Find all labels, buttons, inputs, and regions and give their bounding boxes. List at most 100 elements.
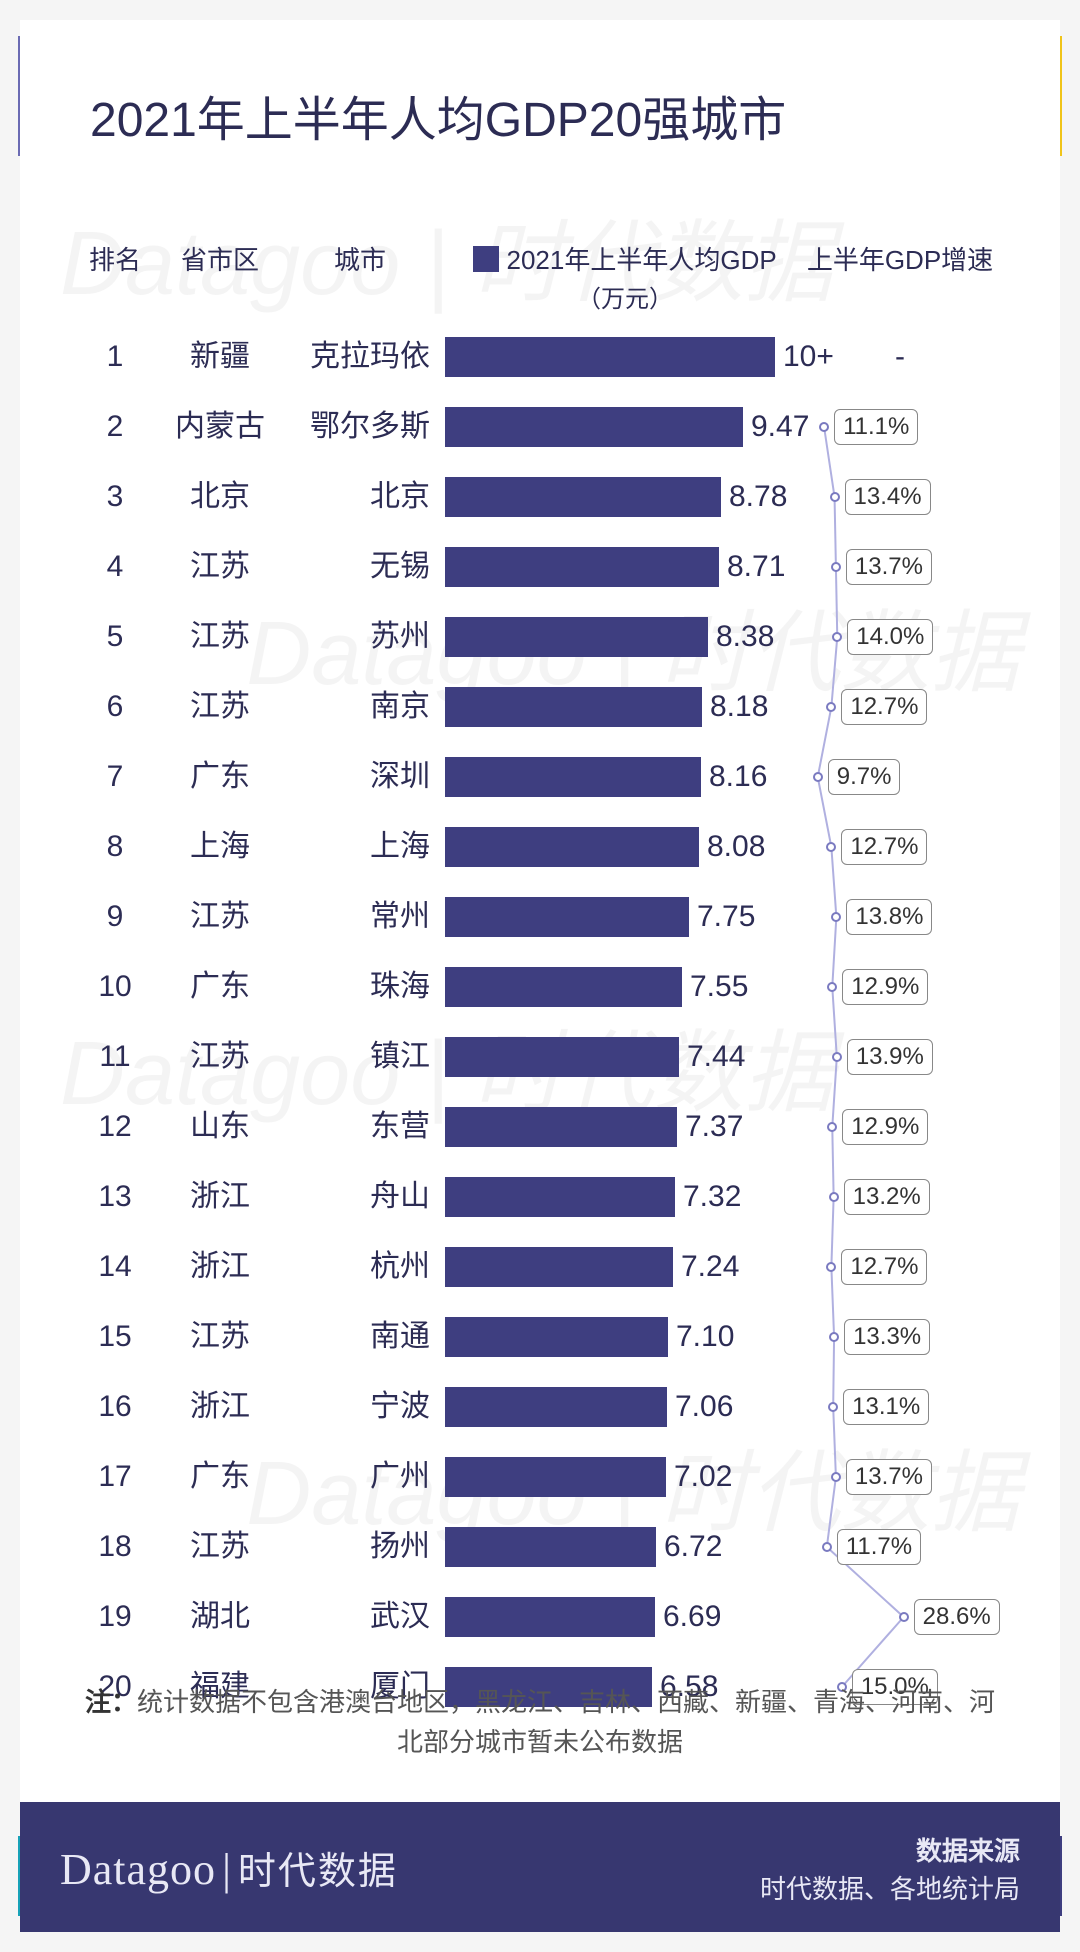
cell-city: 常州	[280, 885, 430, 949]
cell-city: 北京	[280, 465, 430, 529]
growth-pill: 13.7%	[846, 549, 932, 585]
growth-pill: 13.8%	[846, 899, 932, 935]
growth-pill: 11.7%	[837, 1529, 921, 1565]
growth-dot	[832, 632, 842, 642]
source-text: 时代数据、各地统计局	[760, 1870, 1020, 1908]
cell-rank: 12	[80, 1095, 150, 1159]
cell-growth: 28.6%	[800, 1585, 1000, 1649]
cell-province: 江苏	[160, 605, 280, 669]
table-row: 13浙江舟山7.3213.2%	[80, 1165, 1000, 1229]
gdp-value: 7.02	[666, 1445, 732, 1509]
table-row: 3北京北京8.7813.4%	[80, 465, 1000, 529]
cell-rank: 1	[80, 325, 150, 389]
table-row: 1新疆克拉玛依10+-	[80, 325, 1000, 389]
gdp-bar	[445, 1317, 668, 1357]
gdp-bar	[445, 547, 719, 587]
table-row: 10广东珠海7.5512.9%	[80, 955, 1000, 1019]
table-row: 18江苏扬州6.7211.7%	[80, 1515, 1000, 1579]
gdp-value: 8.38	[708, 605, 774, 669]
gdp-value: 8.18	[702, 675, 768, 739]
table-row: 11江苏镇江7.4413.9%	[80, 1025, 1000, 1089]
gdp-bar	[445, 617, 708, 657]
growth-pill: 13.7%	[846, 1459, 932, 1495]
table-row: 17广东广州 7.02 13.7%	[80, 1445, 1000, 1509]
gdp-value: 7.10	[668, 1305, 734, 1369]
gdp-bar	[445, 757, 701, 797]
brand-cn: 时代数据	[238, 1851, 398, 1893]
cell-rank: 13	[80, 1165, 150, 1229]
table-row: 7广东深圳8.169.7%	[80, 745, 1000, 809]
cell-province: 内蒙古	[160, 395, 280, 459]
growth-pill: 13.3%	[844, 1319, 930, 1355]
gdp-bar	[445, 337, 775, 377]
gdp-value: 7.44	[679, 1025, 745, 1089]
cell-province: 北京	[160, 465, 280, 529]
gdp-bar	[445, 1247, 673, 1287]
gdp-bar	[445, 1597, 655, 1637]
cell-province: 江苏	[160, 1515, 280, 1579]
cell-province: 广东	[160, 745, 280, 809]
cell-rank: 17	[80, 1445, 150, 1509]
header-city: 城市	[290, 240, 430, 277]
growth-pill: 12.7%	[841, 829, 927, 865]
cell-province: 广东	[160, 1445, 280, 1509]
table-row: 15江苏南通7.1013.3%	[80, 1305, 1000, 1369]
cell-rank: 16	[80, 1375, 150, 1439]
cell-city: 无锡	[280, 535, 430, 599]
gdp-value: 8.16	[701, 745, 767, 809]
growth-dot	[831, 1472, 841, 1482]
footnote-text: 统计数据不包含港澳台地区，黑龙江、吉林、西藏、新疆、青海、河南、河北部分城市暂未…	[137, 1687, 995, 1757]
cell-province: 山东	[160, 1095, 280, 1159]
growth-dot	[827, 982, 837, 992]
cell-city: 舟山	[280, 1165, 430, 1229]
cell-rank: 7	[80, 745, 150, 809]
cell-city: 广州	[280, 1445, 430, 1509]
gdp-value: 6.69	[655, 1585, 721, 1649]
cell-province: 湖北	[160, 1585, 280, 1649]
growth-pill: 12.9%	[842, 969, 928, 1005]
cell-city: 武汉	[280, 1585, 430, 1649]
cell-rank: 18	[80, 1515, 150, 1579]
growth-dot	[828, 1402, 838, 1412]
cell-growth: 12.7%	[800, 675, 1000, 739]
growth-pill: 13.2%	[844, 1179, 930, 1215]
gdp-value: 8.78	[721, 465, 787, 529]
gdp-bar	[445, 897, 689, 937]
growth-pill: 14.0%	[847, 619, 933, 655]
gdp-bar	[445, 687, 702, 727]
cell-growth: 13.7%	[800, 1445, 1000, 1509]
table-row: 6江苏南京8.1812.7%	[80, 675, 1000, 739]
cell-province: 新疆	[160, 325, 280, 389]
cell-growth: -	[800, 325, 1000, 389]
growth-pill: 12.9%	[842, 1109, 928, 1145]
cell-growth: 13.4%	[800, 465, 1000, 529]
gdp-bar	[445, 1037, 679, 1077]
growth-pill: 12.7%	[841, 689, 927, 725]
gdp-bar	[445, 1177, 675, 1217]
header-province: 省市区	[160, 240, 280, 277]
header-gdp-line1: 2021年上半年人均GDP	[507, 245, 777, 275]
gdp-bar	[445, 1457, 666, 1497]
header-growth: 上半年GDP增速	[800, 240, 1000, 277]
cell-province: 浙江	[160, 1235, 280, 1299]
cell-province: 江苏	[160, 675, 280, 739]
table-row: 16浙江宁波7.0613.1%	[80, 1375, 1000, 1439]
cell-growth: 12.9%	[800, 1095, 1000, 1159]
gdp-bar	[445, 1387, 667, 1427]
brand-separator: |	[222, 1845, 232, 1894]
source-label: 数据来源	[760, 1832, 1020, 1870]
growth-dot	[826, 702, 836, 712]
cell-rank: 8	[80, 815, 150, 879]
cell-growth: 14.0%	[800, 605, 1000, 669]
cell-province: 浙江	[160, 1375, 280, 1439]
growth-dot	[826, 1262, 836, 1272]
cell-province: 上海	[160, 815, 280, 879]
cell-rank: 19	[80, 1585, 150, 1649]
cell-rank: 4	[80, 535, 150, 599]
cell-province: 江苏	[160, 885, 280, 949]
growth-pill: 13.1%	[843, 1389, 929, 1425]
cell-rank: 6	[80, 675, 150, 739]
growth-dot	[827, 1122, 837, 1132]
cell-growth: 13.7%	[800, 535, 1000, 599]
cell-province: 浙江	[160, 1165, 280, 1229]
